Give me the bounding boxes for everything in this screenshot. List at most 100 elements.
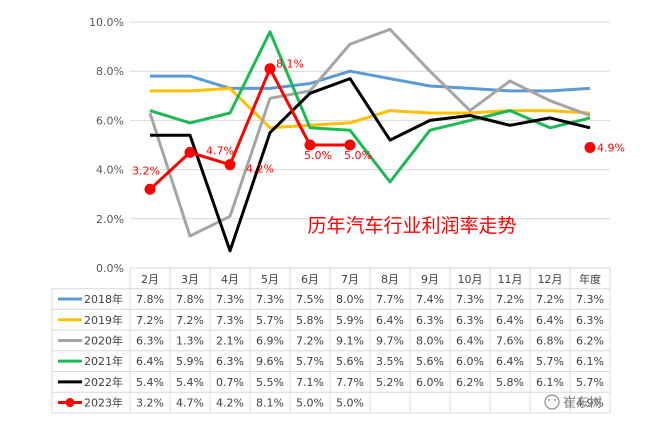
table-cell: 8.0%	[336, 293, 364, 306]
category-label: 5月	[261, 273, 279, 286]
category-label: 7月	[341, 273, 359, 286]
table-cell: 6.3%	[456, 314, 484, 327]
table-cell: 9.6%	[256, 355, 284, 368]
legend-label: 2019年	[84, 313, 123, 327]
data-label-2023: 5.0%	[304, 149, 332, 162]
watermark: 崔东树	[544, 394, 602, 411]
table-cell: 5.6%	[336, 355, 364, 368]
table-cell: 5.8%	[296, 314, 324, 327]
table-cell: 5.9%	[336, 314, 364, 327]
category-label: 3月	[181, 273, 199, 286]
legend-label: 2020年	[84, 333, 123, 347]
table-cell: 1.3%	[176, 334, 204, 347]
marker-2023	[344, 139, 356, 151]
table-cell: 6.4%	[496, 314, 524, 327]
category-label: 8月	[381, 273, 399, 286]
series-line-2020年	[148, 27, 591, 238]
category-label: 11月	[498, 273, 523, 286]
table-cell: 5.2%	[376, 376, 404, 389]
table-cell: 6.8%	[536, 334, 564, 347]
table-cell: 6.2%	[456, 376, 484, 389]
data-label-2023: 3.2%	[132, 164, 160, 177]
data-label-2023: 4.7%	[206, 144, 234, 157]
table-cell: 5.0%	[296, 397, 324, 410]
table-cell: 6.2%	[576, 334, 604, 347]
watermark-text: 崔东树	[563, 395, 602, 411]
category-label: 12月	[538, 273, 563, 286]
table-cell: 5.9%	[176, 355, 204, 368]
table-cell: 7.2%	[496, 293, 524, 306]
table-cell: 4.9%	[576, 397, 604, 410]
table-cell: 3.2%	[136, 397, 164, 410]
category-label: 4月	[221, 273, 239, 286]
table-cell: 5.6%	[416, 355, 444, 368]
table-cell: 6.4%	[376, 314, 404, 327]
table-cell: 7.7%	[336, 376, 364, 389]
category-label: 2月	[141, 273, 159, 286]
table-cell: 7.2%	[536, 293, 564, 306]
data-label-2023: 8.1%	[276, 58, 304, 71]
table-cell: 5.7%	[296, 355, 324, 368]
series-line-2021年	[149, 30, 591, 184]
table-cell: 6.1%	[536, 376, 564, 389]
category-label: 9月	[421, 273, 439, 286]
table-cell: 6.4%	[536, 314, 564, 327]
table-cell: 7.3%	[256, 293, 284, 306]
y-tick-label: 4.0%	[96, 164, 124, 177]
marker-2023	[224, 159, 236, 171]
table-cell: 7.3%	[456, 293, 484, 306]
series-line-2019年	[150, 86, 591, 130]
category-label: 年度	[579, 272, 601, 286]
legend-marker	[65, 398, 75, 408]
table-cell: 7.3%	[216, 314, 244, 327]
table-cell: 7.8%	[136, 293, 164, 306]
data-label-2023: 4.2%	[246, 163, 274, 176]
table-cell: 3.5%	[376, 355, 404, 368]
table-cell: 6.3%	[136, 334, 164, 347]
marker-2023	[144, 183, 156, 195]
table-cell: 6.3%	[216, 355, 244, 368]
table-cell: 5.8%	[496, 376, 524, 389]
table-cell: 7.3%	[216, 293, 244, 306]
table-cell: 6.3%	[416, 314, 444, 327]
table-cell: 5.7%	[536, 355, 564, 368]
y-tick-label: 8.0%	[96, 65, 124, 78]
table-cell: 7.3%	[576, 293, 604, 306]
series-line-2018年	[150, 69, 591, 93]
table-cell: 5.7%	[256, 314, 284, 327]
table-cell: 6.0%	[456, 355, 484, 368]
y-tick-label: 2.0%	[96, 213, 124, 226]
table-cell: 4.2%	[216, 397, 244, 410]
marker-2023	[304, 139, 316, 151]
table-cell: 7.6%	[496, 334, 524, 347]
legend-label: 2021年	[84, 354, 123, 368]
table-cell: 8.0%	[416, 334, 444, 347]
table-cell: 6.3%	[576, 314, 604, 327]
table-cell: 9.7%	[376, 334, 404, 347]
legend-label: 2018年	[84, 292, 123, 306]
table-cell: 5.5%	[256, 376, 284, 389]
table-cell: 7.1%	[296, 376, 324, 389]
table-cell: 7.5%	[296, 293, 324, 306]
y-tick-label: 6.0%	[96, 114, 124, 127]
y-tick-label: 10.0%	[89, 16, 124, 29]
marker-2023	[184, 146, 196, 158]
table-cell: 5.0%	[336, 397, 364, 410]
table-cell: 6.1%	[576, 355, 604, 368]
table-cell: 9.1%	[336, 334, 364, 347]
table-cell: 7.4%	[416, 293, 444, 306]
series-line-2022年	[150, 77, 591, 253]
chart-title: 历年汽车行业利润率走势	[307, 215, 516, 237]
y-tick-label: 0.0%	[96, 262, 124, 275]
table-cell: 6.4%	[456, 334, 484, 347]
table-cell: 6.9%	[256, 334, 284, 347]
table-cell: 6.0%	[416, 376, 444, 389]
table-cell: 7.2%	[176, 314, 204, 327]
table-cell: 7.2%	[296, 334, 324, 347]
table-cell: 8.1%	[256, 397, 284, 410]
table-cell: 6.4%	[496, 355, 524, 368]
data-label-2023: 5.0%	[344, 149, 372, 162]
data-label-2023: 4.9%	[597, 141, 625, 154]
table-cell: 5.7%	[576, 376, 604, 389]
